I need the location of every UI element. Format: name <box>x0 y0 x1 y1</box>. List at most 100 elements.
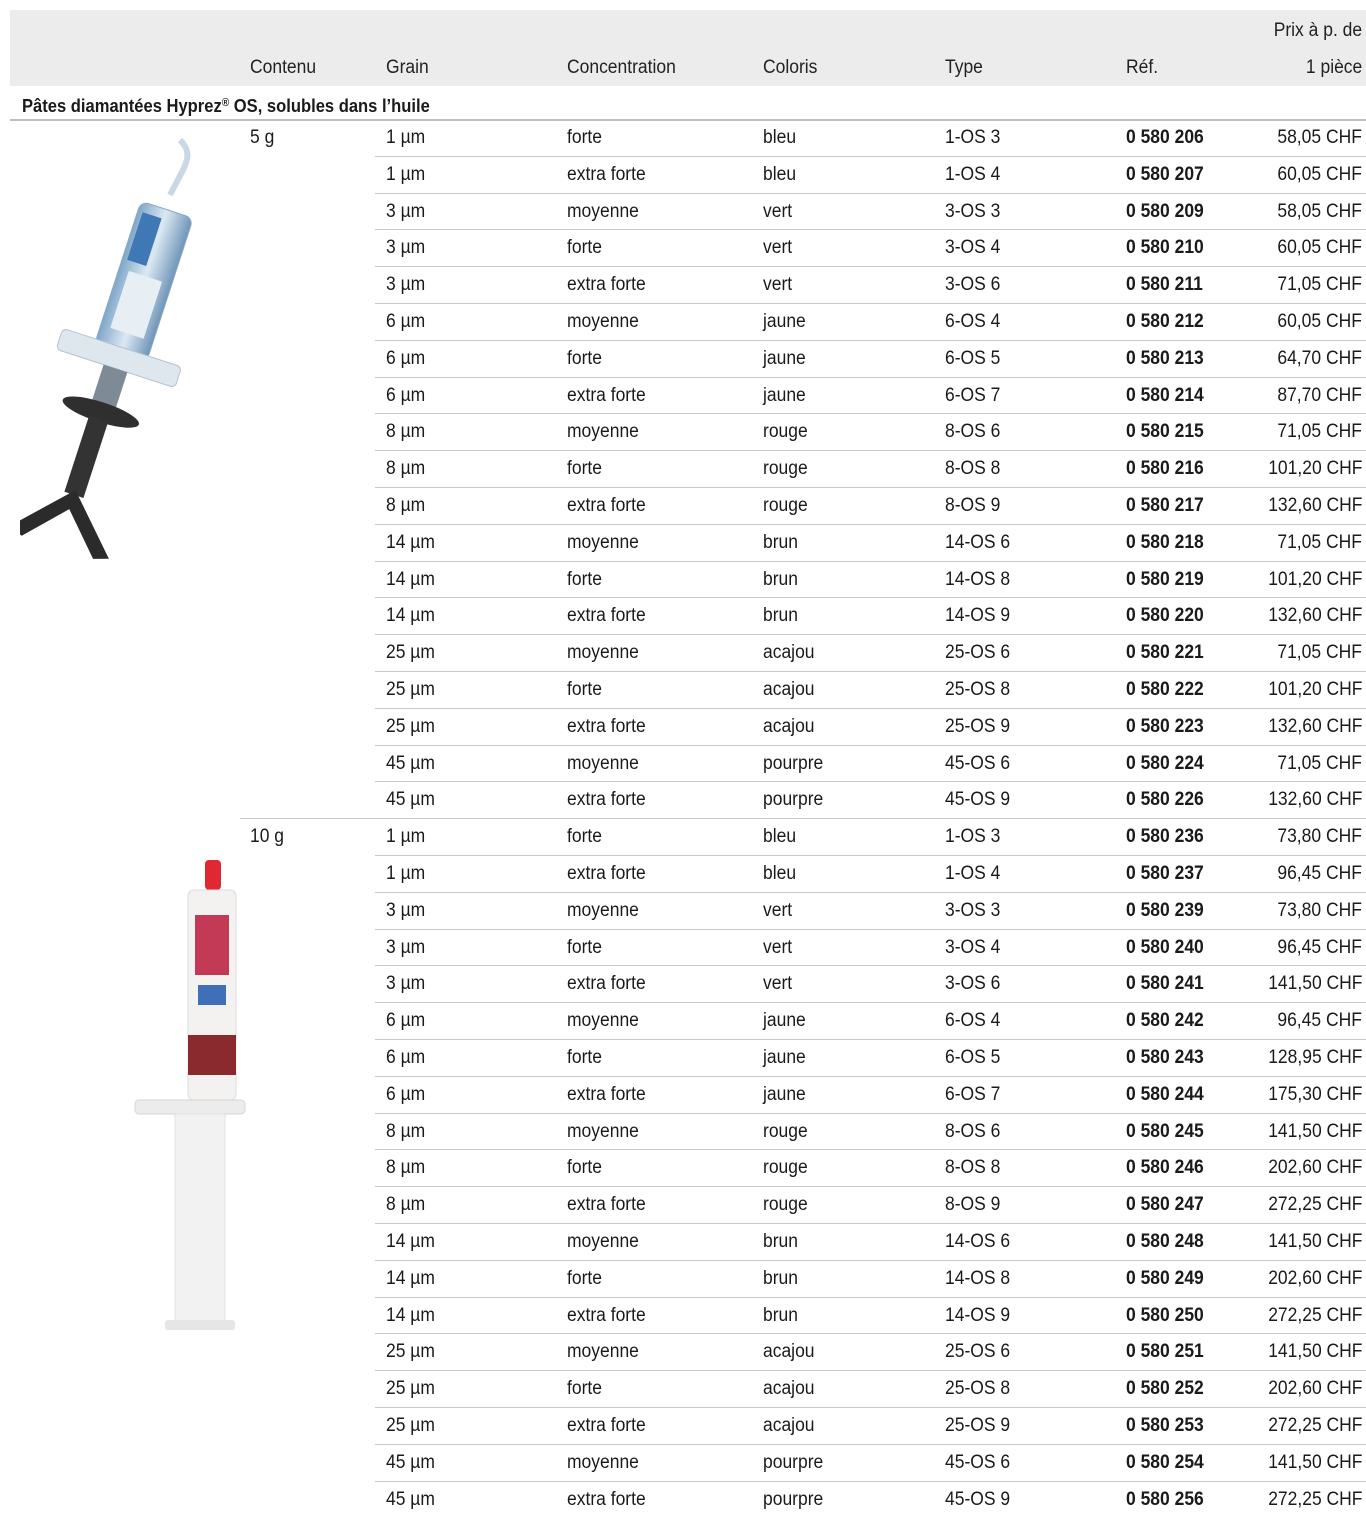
prix-cell: 60,05 CHF <box>1277 311 1362 332</box>
ref-cell: 0 580 217 <box>1126 495 1204 516</box>
row-divider <box>375 928 1366 930</box>
grain-cell: 6 µm <box>386 311 426 332</box>
table-row: 3 µm forte vert 3-OS 4 0 580 210 60,05 CHF <box>0 230 1366 268</box>
concentration-cell: extra forte <box>567 863 646 884</box>
row-divider <box>375 818 1366 820</box>
ref-cell: 0 580 247 <box>1126 1194 1204 1216</box>
ref-cell: 0 580 207 <box>1126 163 1204 185</box>
ref-cell: 0 580 240 <box>1126 936 1204 958</box>
red-syringe-icon <box>134 860 246 1330</box>
row-divider <box>375 1149 1366 1151</box>
grain-cell: 1 µm <box>386 127 426 148</box>
prix-cell: 141,50 CHF <box>1267 1451 1362 1473</box>
coloris-cell: acajou <box>763 679 815 700</box>
grain-cell: 45 µm <box>386 752 435 774</box>
concentration-cell: extra forte <box>567 163 646 185</box>
table-row: 8 µm extra forte rouge 8-OS 9 0 580 217 132,6… <box>0 488 1366 525</box>
coloris-cell: pourpre <box>763 1451 824 1473</box>
table-row: 1 µm extra forte bleu 1-OS 4 0 580 237 96,45 … <box>0 856 1366 893</box>
table-row: 1 µm forte bleu 1-OS 3 0 580 206 58,05 CHF <box>0 120 1366 157</box>
ref-cell: 0 580 219 <box>1126 568 1204 590</box>
type-cell: 8-OS 6 <box>945 421 1001 443</box>
grain-cell: 45 µm <box>386 789 435 811</box>
table-row: 25 µm moyenne acajou 25-OS 6 0 580 251 141,50… <box>0 1334 1366 1372</box>
column-header-concentration: Concentration <box>567 57 676 78</box>
type-cell: 6-OS 4 <box>945 311 1001 332</box>
concentration-cell: extra forte <box>567 274 646 296</box>
coloris-cell: brun <box>763 531 798 553</box>
prix-cell: 272,25 CHF <box>1267 1415 1362 1436</box>
section-divider <box>10 119 1366 121</box>
row-divider <box>375 965 1366 967</box>
coloris-cell: brun <box>763 1231 798 1252</box>
coloris-cell: pourpre <box>763 789 824 811</box>
table-row: 3 µm moyenne vert 3-OS 3 0 580 239 73,80 CHF <box>0 893 1366 930</box>
concentration-cell: moyenne <box>567 421 639 443</box>
prix-cell: 73,80 CHF <box>1277 899 1362 921</box>
table-row: 45 µm extra forte pourpre 45-OS 9 0 580 256 2… <box>0 1482 1366 1518</box>
ref-cell: 0 580 209 <box>1126 200 1204 222</box>
coloris-cell: rouge <box>763 421 808 443</box>
column-header-coloris: Coloris <box>763 57 818 78</box>
ref-cell: 0 580 212 <box>1126 311 1204 332</box>
concentration-cell: extra forte <box>567 715 646 737</box>
concentration-cell: moyenne <box>567 1120 639 1142</box>
type-cell: 45-OS 6 <box>945 1451 1011 1473</box>
concentration-cell: extra forte <box>567 384 646 406</box>
coloris-cell: pourpre <box>763 752 824 774</box>
prix-cell: 71,05 CHF <box>1277 531 1362 553</box>
grain-cell: 6 µm <box>386 384 426 406</box>
row-divider <box>375 781 1366 783</box>
coloris-cell: rouge <box>763 1157 808 1179</box>
section-title: Pâtes diamantées Hyprez® OS, solubles da… <box>22 96 430 116</box>
row-divider <box>375 744 1366 746</box>
concentration-cell: forte <box>567 1378 602 1400</box>
coloris-cell: brun <box>763 568 798 590</box>
table-row: 8 µm extra forte rouge 8-OS 9 0 580 247 272,2… <box>0 1187 1366 1224</box>
row-divider <box>375 854 1366 856</box>
type-cell: 25-OS 9 <box>945 715 1011 737</box>
column-header-ref: Réf. <box>1126 57 1159 78</box>
ref-cell: 0 580 215 <box>1126 421 1204 443</box>
concentration-cell: forte <box>567 568 602 590</box>
row-divider <box>375 1259 1366 1261</box>
ref-cell: 0 580 253 <box>1126 1415 1204 1436</box>
coloris-cell: rouge <box>763 1194 808 1216</box>
table-row: 14 µm moyenne brun 14-OS 6 0 580 218 71,05 CH… <box>0 525 1366 562</box>
ref-cell: 0 580 222 <box>1126 679 1204 700</box>
coloris-cell: jaune <box>763 384 806 406</box>
concentration-cell: moyenne <box>567 642 639 664</box>
grain-cell: 3 µm <box>386 936 426 958</box>
row-divider <box>375 634 1366 636</box>
concentration-cell: extra forte <box>567 1083 646 1105</box>
column-header-grain: Grain <box>386 57 429 78</box>
prix-cell: 141,50 CHF <box>1267 1341 1362 1363</box>
prix-cell: 60,05 CHF <box>1277 163 1362 185</box>
row-divider <box>375 1186 1366 1188</box>
row-divider <box>375 560 1366 562</box>
ref-cell: 0 580 244 <box>1126 1083 1204 1105</box>
prix-cell: 96,45 CHF <box>1277 936 1362 958</box>
concentration-cell: extra forte <box>567 605 646 627</box>
type-cell: 6-OS 7 <box>945 384 1001 406</box>
concentration-cell: forte <box>567 237 602 259</box>
ref-cell: 0 580 256 <box>1126 1488 1204 1510</box>
prix-cell: 272,25 CHF <box>1267 1488 1362 1510</box>
coloris-cell: brun <box>763 1304 798 1326</box>
type-cell: 1-OS 4 <box>945 863 1001 884</box>
concentration-cell: forte <box>567 936 602 958</box>
row-divider <box>375 1406 1366 1408</box>
coloris-cell: acajou <box>763 1341 815 1363</box>
concentration-cell: extra forte <box>567 495 646 516</box>
ref-cell: 0 580 249 <box>1126 1267 1204 1289</box>
prix-cell: 71,05 CHF <box>1277 274 1362 296</box>
ref-cell: 0 580 216 <box>1126 458 1204 480</box>
prix-cell: 202,60 CHF <box>1267 1378 1362 1400</box>
type-cell: 45-OS 9 <box>945 789 1011 811</box>
table-row: 25 µm moyenne acajou 25-OS 6 0 580 221 71,05 … <box>0 635 1366 672</box>
concentration-cell: moyenne <box>567 311 639 332</box>
ref-cell: 0 580 213 <box>1126 347 1204 369</box>
type-cell: 3-OS 3 <box>945 200 1001 222</box>
coloris-cell: jaune <box>763 1010 806 1032</box>
prix-cell: 132,60 CHF <box>1267 715 1362 737</box>
